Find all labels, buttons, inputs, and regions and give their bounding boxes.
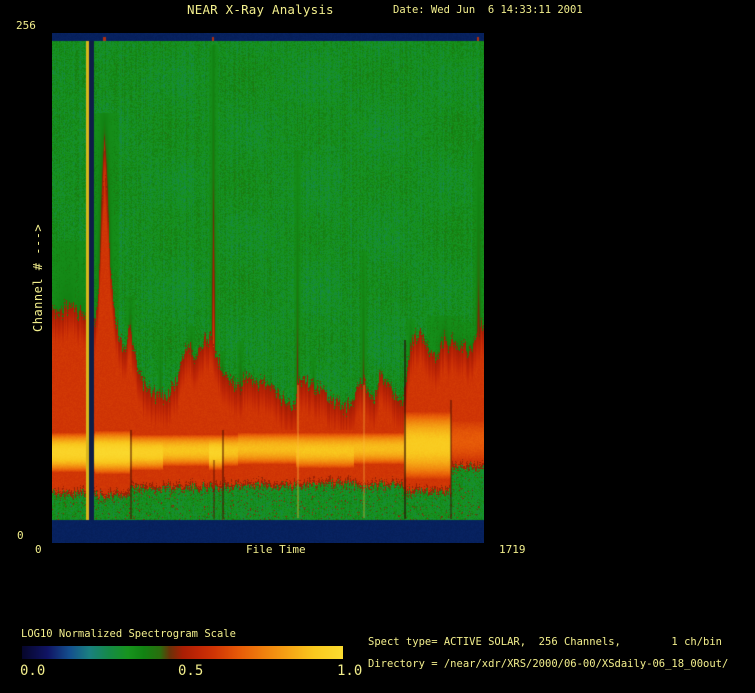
y-axis-title: Channel # ---> (31, 223, 45, 332)
x-axis-min-label: 0 (35, 543, 42, 556)
x-axis-max-label: 1719 (499, 543, 526, 556)
colorbar-tick-mid: 0.5 (178, 663, 204, 679)
colorbar-tick-max: 1.0 (337, 663, 363, 679)
directory-label: Directory = /near/xdr/XRS/2000/06-00/XSd… (368, 658, 729, 670)
y-axis-min-label: 0 (17, 529, 24, 542)
page-title: NEAR X-Ray Analysis (187, 2, 334, 17)
colorbar-label: LOG10 Normalized Spectrogram Scale (21, 628, 236, 640)
date-label: Date: Wed Jun 6 14:33:11 2001 (393, 4, 583, 16)
spectrogram-canvas (52, 33, 484, 543)
colorbar-gradient (22, 646, 343, 659)
x-axis-title: File Time (246, 543, 306, 556)
y-axis-max-label: 256 (16, 19, 36, 32)
colorbar-tick-min: 0.0 (20, 663, 46, 679)
spect-type-label: Spect type= ACTIVE SOLAR, 256 Channels, … (368, 636, 723, 648)
